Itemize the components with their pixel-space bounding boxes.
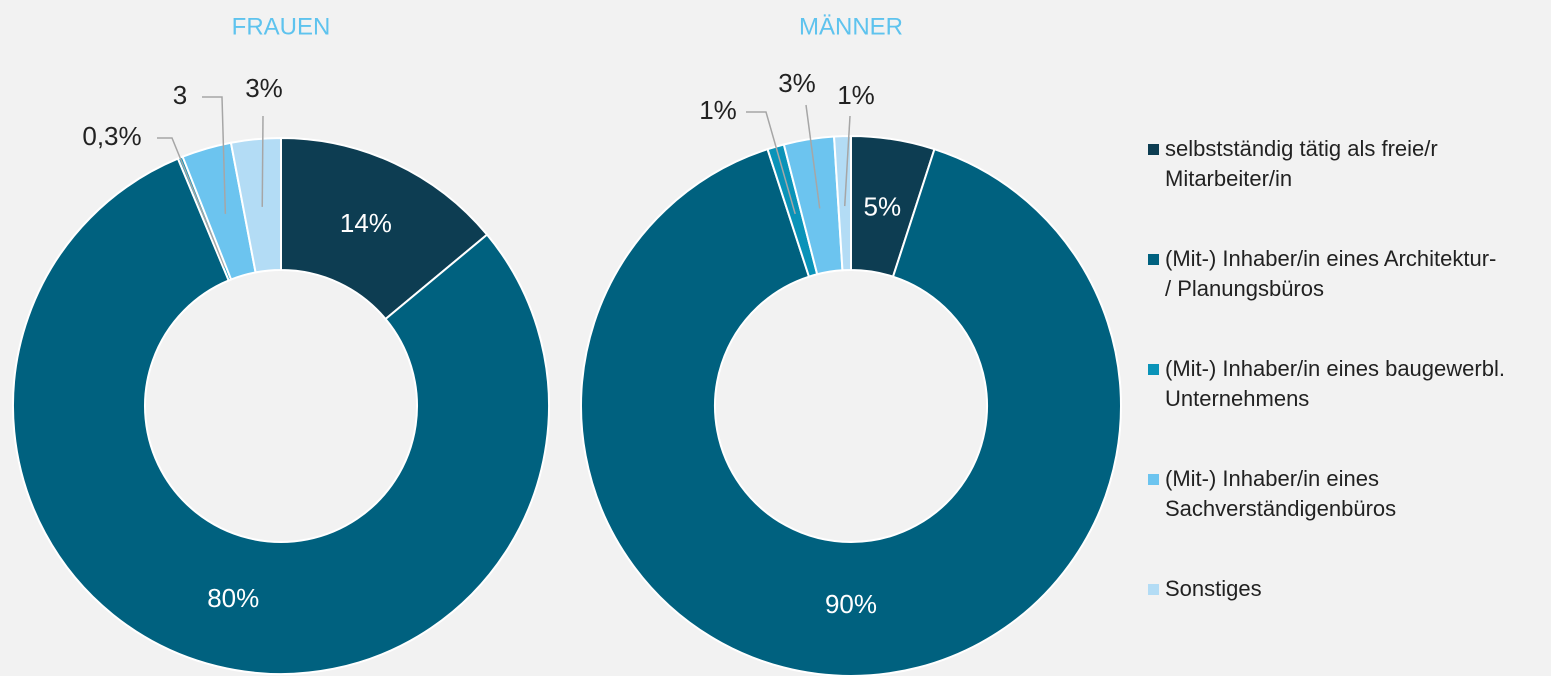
legend-swatch [1148,584,1159,595]
legend-item: Sonstiges [1148,574,1508,604]
leader-line [746,111,796,215]
leader-line [202,96,227,214]
legend-swatch [1148,474,1159,485]
data-label: 14% [340,208,392,238]
data-label: 3 [173,80,187,110]
legend-label: selbstständig tätig als freie/r Mitarbei… [1165,136,1438,191]
donut-slice [229,136,282,274]
data-label: 0,3% [82,121,141,151]
data-label: 3% [778,68,816,98]
legend-label: (Mit-) Inhaber/in eines Sachverständigen… [1165,466,1397,521]
legend-label: (Mit-) Inhaber/in eines baugewerbl. Unte… [1165,356,1505,411]
legend-swatch [1148,364,1159,375]
legend-item: (Mit-) Inhaber/in eines Architektur- / P… [1148,244,1508,304]
leader-line [843,115,851,207]
legend-item: (Mit-) Inhaber/in eines Sachverständigen… [1148,464,1508,524]
chart-title: MÄNNER [799,13,903,40]
legend-label: (Mit-) Inhaber/in eines Architektur- / P… [1165,246,1497,301]
chart-title: FRAUEN [232,13,331,40]
legend-item: (Mit-) Inhaber/in eines baugewerbl. Unte… [1148,354,1508,414]
data-label: 1% [837,80,875,110]
leader-line [805,104,821,209]
data-label: 5% [863,191,901,221]
legend-swatch [1148,254,1159,265]
legend-swatch [1148,144,1159,155]
donut-slice [12,157,550,675]
data-label: 1% [699,95,737,125]
data-label: 90% [825,589,877,619]
legend: selbstständig tätig als freie/r Mitarbei… [1148,134,1508,654]
data-label: 3% [245,73,283,103]
leader-line [157,137,226,268]
legend-label: Sonstiges [1165,576,1262,601]
leader-line [261,115,264,207]
donut-slice [580,147,1122,676]
legend-item: selbstständig tätig als freie/r Mitarbei… [1148,134,1508,194]
data-label: 80% [207,583,259,613]
donut-slice [280,136,489,321]
